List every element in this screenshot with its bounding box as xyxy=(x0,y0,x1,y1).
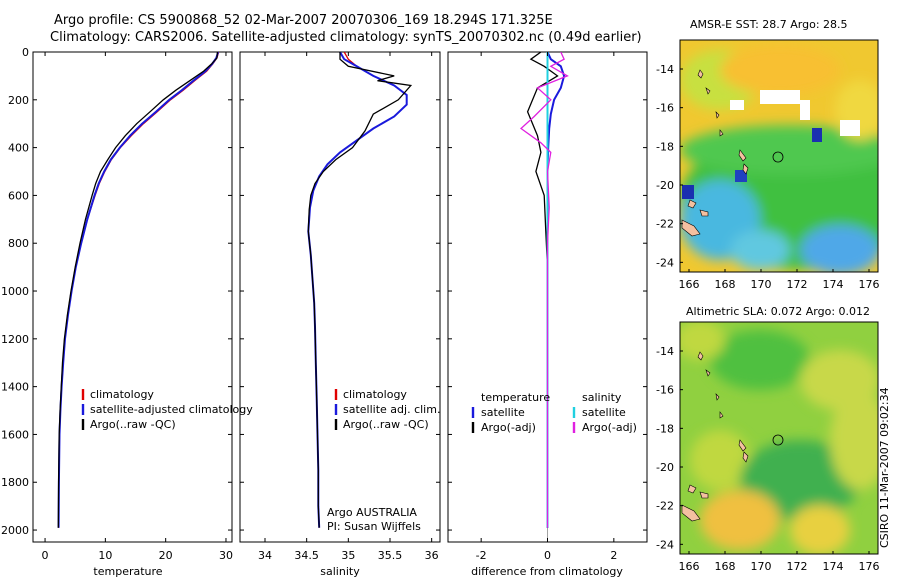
sla_map-ytick-label: -22 xyxy=(656,500,674,513)
sst_map-xtick-label: 168 xyxy=(715,278,736,291)
difference-xlabel: difference from climatology xyxy=(471,565,623,578)
salinity-annotation-line1: Argo AUSTRALIA xyxy=(327,506,417,519)
sst_map-ytick-label: -24 xyxy=(656,256,674,269)
sla_map-ytick-label: -18 xyxy=(656,422,674,435)
sla_map-xtick-label: 174 xyxy=(823,560,844,573)
sst-map-title: AMSR-E SST: 28.7 Argo: 28.5 xyxy=(690,18,848,31)
temperature-legend-entry: climatology xyxy=(90,388,154,401)
sla-map-frame xyxy=(679,321,879,555)
salinity-legend-entry: climatology xyxy=(343,388,407,401)
sla_map-ytick-label: -14 xyxy=(656,345,674,358)
sst_map-ytick-label: -20 xyxy=(656,179,674,192)
difference-xtick-label: 2 xyxy=(610,549,617,562)
temperature-legend-entry: Argo(..raw -QC) xyxy=(90,418,176,431)
salinity-panel-frame xyxy=(239,51,441,543)
sst-map-frame xyxy=(679,39,879,273)
sst_map-xtick-label: 176 xyxy=(859,278,880,291)
salinity-legend-entry: satellite adj. clim. xyxy=(343,403,440,416)
sla_map-xtick-label: 166 xyxy=(679,560,700,573)
sla_map-ytick-label: -20 xyxy=(656,461,674,474)
sla_map-ytick-label: -16 xyxy=(656,384,674,397)
depth-tick-label: 1600 xyxy=(1,428,29,441)
temperature-xtick-label: 30 xyxy=(219,549,233,562)
figure-title-line2: Climatology: CARS2006. Satellite-adjuste… xyxy=(50,30,642,45)
temperature-panel-frame xyxy=(32,51,233,543)
sst_map-ytick-label: -16 xyxy=(656,102,674,115)
temperature-xlabel: temperature xyxy=(93,565,162,578)
depth-tick-label: 400 xyxy=(8,142,29,155)
depth-tick-label: 800 xyxy=(8,237,29,250)
salinity-xtick-label: 34 xyxy=(258,549,272,562)
sst_map-ytick-label: -22 xyxy=(656,218,674,231)
temperature-series-2 xyxy=(57,52,219,528)
sla_map-xtick-label: 168 xyxy=(715,560,736,573)
difference-legend-entry: Argo(-adj) xyxy=(481,421,536,434)
salinity-xtick-label: 35.5 xyxy=(378,549,403,562)
salinity-xtick-label: 35 xyxy=(341,549,355,562)
sst_map-xtick-label: 172 xyxy=(787,278,808,291)
temperature-series-0 xyxy=(57,52,220,528)
salinity-xtick-label: 34.5 xyxy=(294,549,319,562)
salinity-series-2 xyxy=(307,52,413,528)
sst_map-xtick-label: 166 xyxy=(679,278,700,291)
sla-map-field xyxy=(680,322,878,554)
salinity-series-1 xyxy=(307,52,408,528)
sla_map-xtick-label: 170 xyxy=(751,560,772,573)
depth-tick-label: 600 xyxy=(8,189,29,202)
sst_map-xtick-label: 170 xyxy=(751,278,772,291)
depth-tick-label: 0 xyxy=(22,46,29,59)
salinity-legend-entry: Argo(..raw -QC) xyxy=(343,418,429,431)
sst_map-xtick-label: 174 xyxy=(823,278,844,291)
difference-series-0 xyxy=(546,52,566,528)
sla_map-ytick-label: -24 xyxy=(656,538,674,551)
difference-legend-entry: satellite xyxy=(481,406,525,419)
sla_map-xtick-label: 172 xyxy=(787,560,808,573)
difference-xtick-label: 0 xyxy=(544,549,551,562)
sst_map-ytick-label: -18 xyxy=(656,140,674,153)
temperature-xtick-label: 10 xyxy=(98,549,112,562)
depth-tick-label: 2000 xyxy=(1,524,29,537)
depth-tick-label: 1000 xyxy=(1,285,29,298)
depth-tick-label: 1400 xyxy=(1,381,29,394)
difference-legend-header-temperature: temperature xyxy=(481,391,550,404)
salinity-series-0 xyxy=(307,52,408,528)
temperature-xtick-label: 20 xyxy=(159,549,173,562)
difference-series-3 xyxy=(519,52,569,528)
depth-tick-label: 1200 xyxy=(1,333,29,346)
salinity-xlabel: salinity xyxy=(320,565,360,578)
sla_map-xtick-label: 176 xyxy=(859,560,880,573)
difference-xtick-label: -2 xyxy=(476,549,487,562)
difference-series-1 xyxy=(526,52,559,528)
salinity-xtick-label: 36 xyxy=(425,549,439,562)
difference-legend-entry: Argo(-adj) xyxy=(582,421,637,434)
temperature-series-1 xyxy=(57,52,220,528)
difference-legend-entry: satellite xyxy=(582,406,626,419)
temperature-legend-entry: satellite-adjusted climatology xyxy=(90,403,253,416)
sla-map-title: Altimetric SLA: 0.072 Argo: 0.012 xyxy=(686,305,871,318)
sst-map-field xyxy=(680,40,878,272)
figure-title-line1: Argo profile: CS 5900868_52 02-Mar-2007 … xyxy=(54,13,553,28)
salinity-annotation-line2: PI: Susan Wijffels xyxy=(327,520,421,533)
sst_map-ytick-label: -14 xyxy=(656,63,674,76)
temperature-xtick-label: 0 xyxy=(42,549,49,562)
depth-tick-label: 200 xyxy=(8,94,29,107)
difference-legend-header-salinity: salinity xyxy=(582,391,622,404)
depth-tick-label: 1800 xyxy=(1,476,29,489)
